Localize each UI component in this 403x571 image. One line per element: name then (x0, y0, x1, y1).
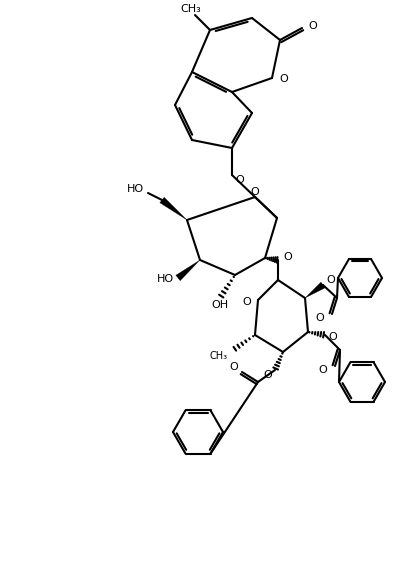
Text: O: O (229, 362, 238, 372)
Text: O: O (315, 313, 324, 323)
Text: O: O (279, 74, 288, 84)
Text: CH₃: CH₃ (181, 4, 202, 14)
Text: HO: HO (127, 184, 144, 194)
Polygon shape (305, 282, 325, 298)
Text: OH: OH (212, 300, 229, 310)
Text: O: O (326, 275, 335, 285)
Polygon shape (176, 260, 200, 281)
Text: O: O (308, 21, 317, 31)
Text: O: O (263, 370, 272, 380)
Text: O: O (235, 175, 244, 185)
Text: O: O (242, 297, 251, 307)
Polygon shape (160, 197, 187, 220)
Text: CH₃: CH₃ (210, 351, 228, 361)
Text: O: O (251, 187, 260, 197)
Text: O: O (328, 332, 337, 342)
Text: O: O (318, 365, 327, 375)
Text: HO: HO (157, 274, 174, 284)
Text: O: O (283, 252, 292, 262)
